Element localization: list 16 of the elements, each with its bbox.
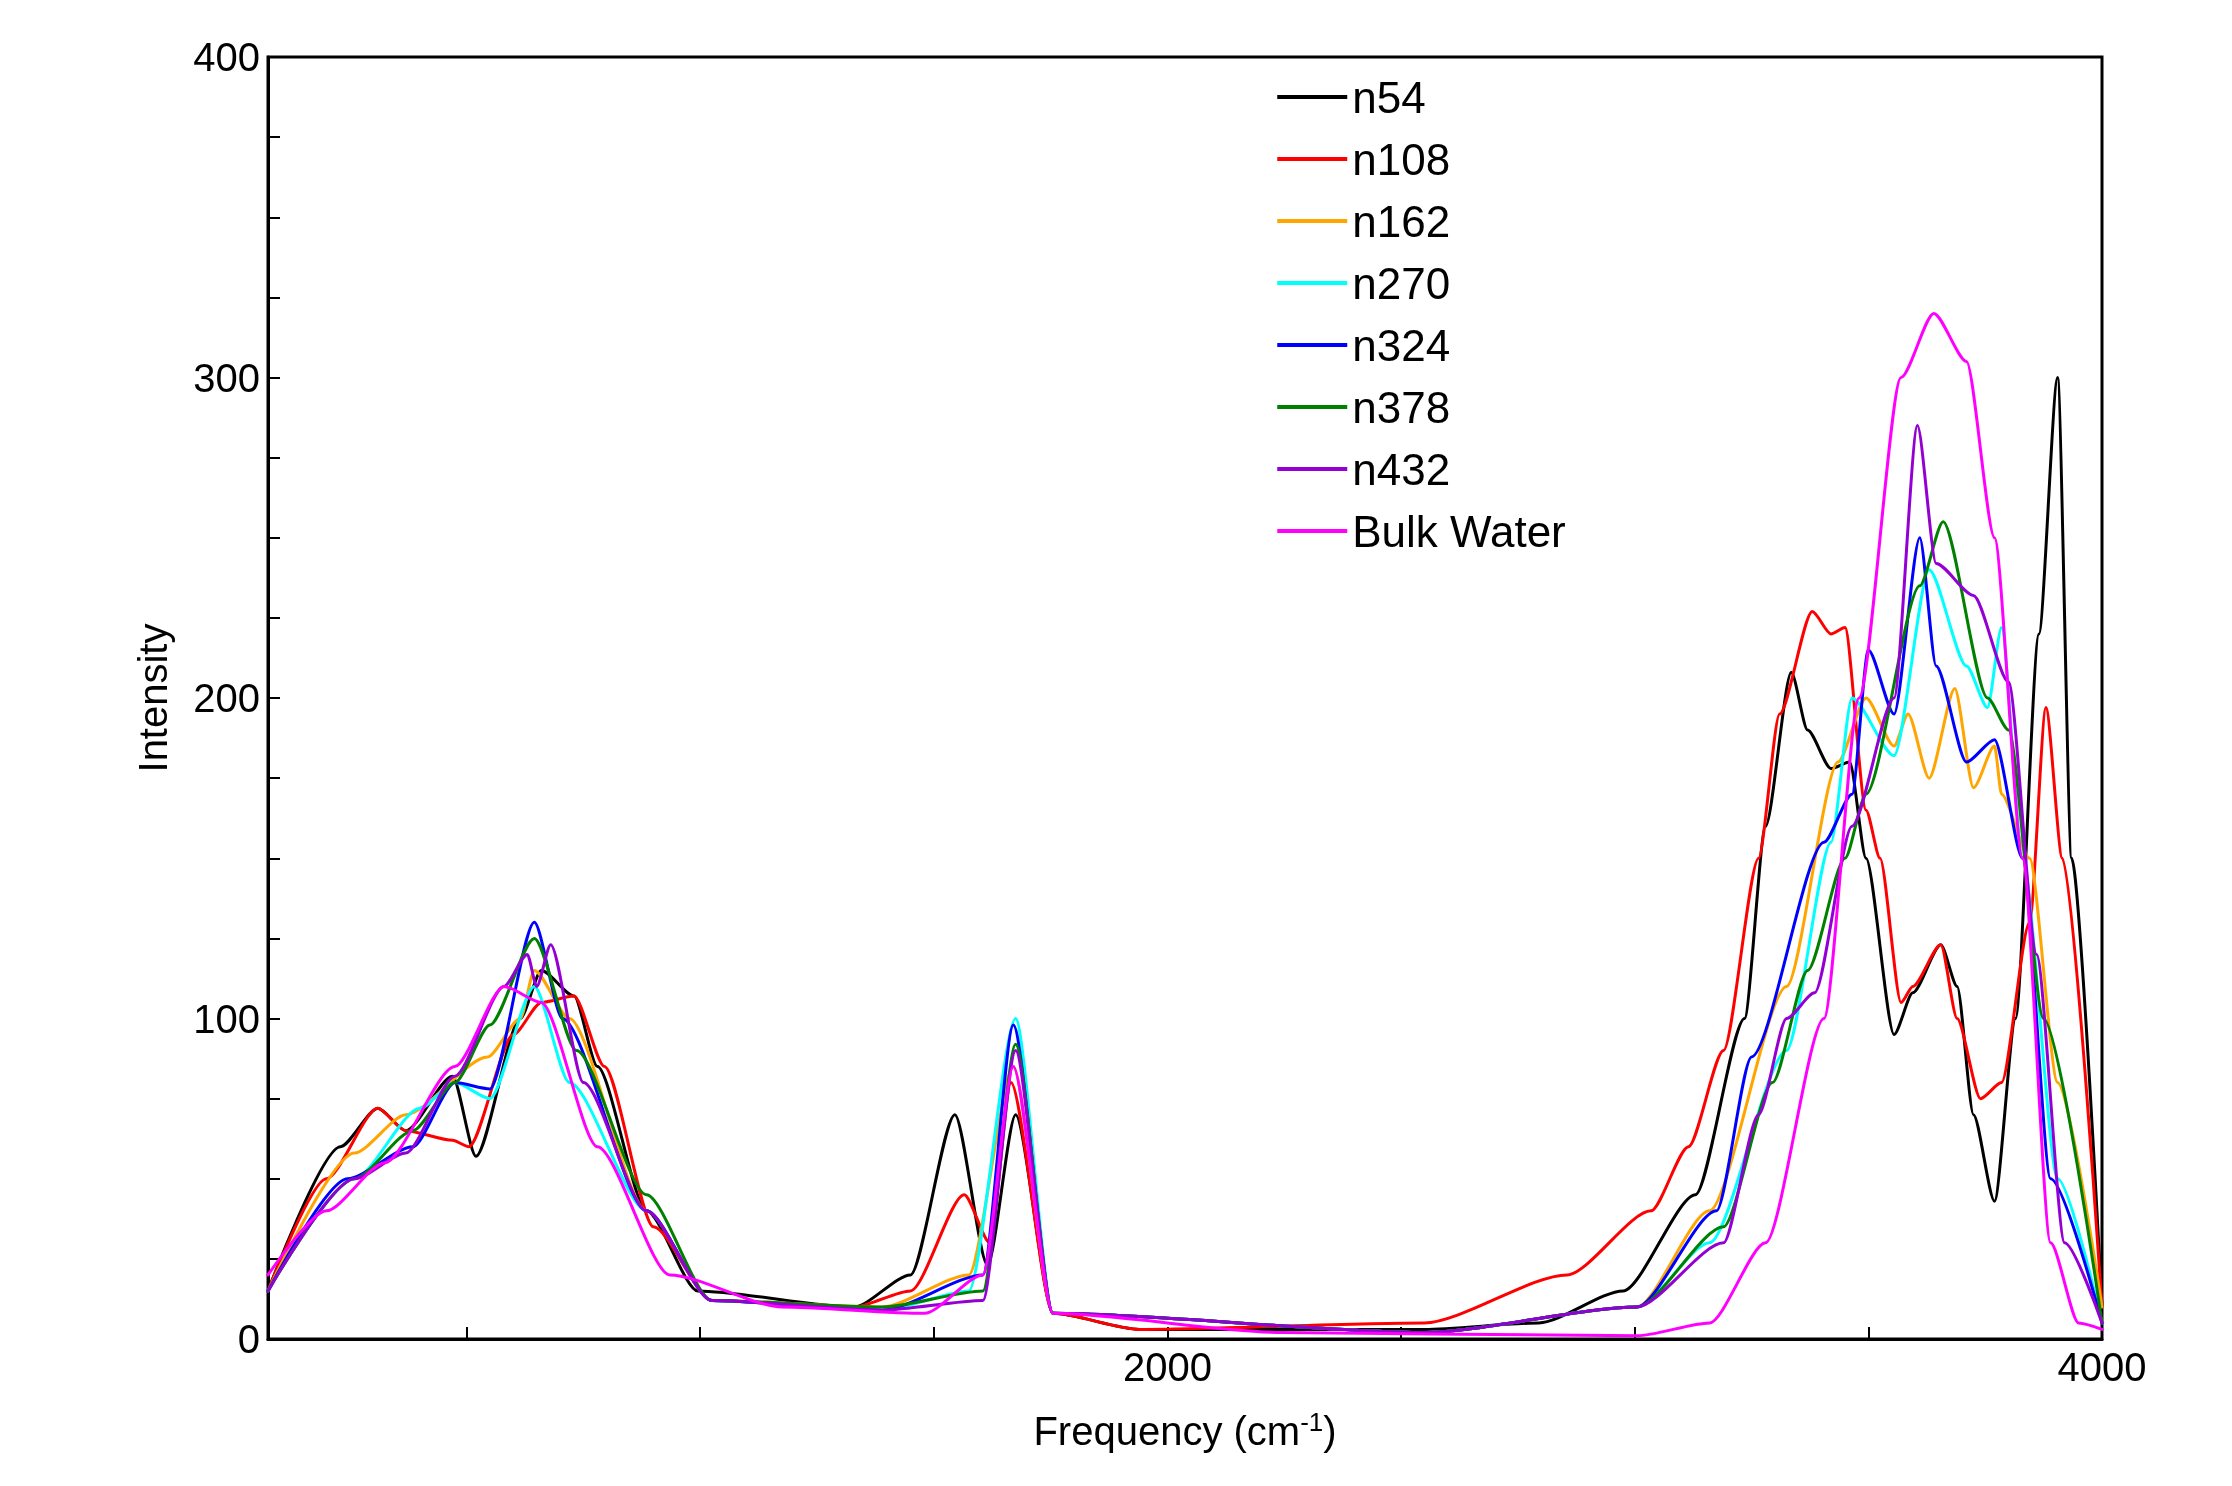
- legend-label: n432: [1352, 444, 1451, 494]
- y-axis-title: Intensity: [131, 623, 175, 773]
- y-tick-label: 0: [237, 1317, 260, 1361]
- legend-label: Bulk Water: [1352, 506, 1566, 556]
- x-tick-label: 2000: [1122, 1345, 1212, 1389]
- y-tick-label: 400: [193, 35, 260, 79]
- legend-label: n324: [1352, 320, 1451, 370]
- x-tick-label: 4000: [2057, 1345, 2147, 1389]
- legend-label: n54: [1352, 72, 1426, 122]
- y-tick-label: 300: [193, 355, 260, 400]
- legend-label: n270: [1352, 258, 1451, 308]
- legend-label: n162: [1352, 196, 1451, 246]
- y-tick-label: 200: [193, 676, 260, 720]
- legend-label: n378: [1352, 382, 1451, 432]
- legend-label: n108: [1352, 134, 1451, 184]
- y-tick-label: 100: [193, 996, 260, 1041]
